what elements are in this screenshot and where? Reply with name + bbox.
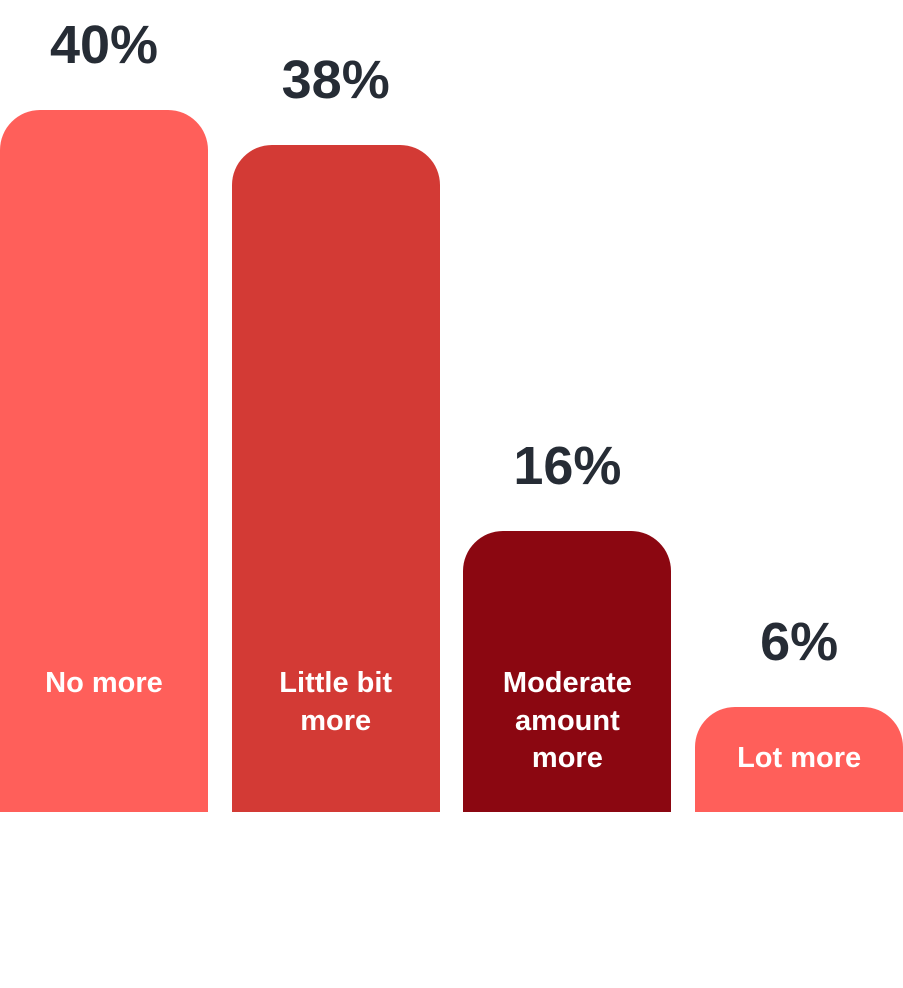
category-label: Little bit more [279,667,393,737]
bar [695,706,903,812]
value-label: 6% [760,611,839,672]
value-label: 38% [281,50,390,111]
category-label: Moderate amount more [502,667,632,774]
value-label: 16% [513,436,622,497]
category-label: Lot more [737,742,862,775]
category-label: No more [45,667,163,699]
bar [463,531,672,812]
value-label: 40% [49,15,159,75]
bar [231,145,440,812]
bar [0,110,208,812]
